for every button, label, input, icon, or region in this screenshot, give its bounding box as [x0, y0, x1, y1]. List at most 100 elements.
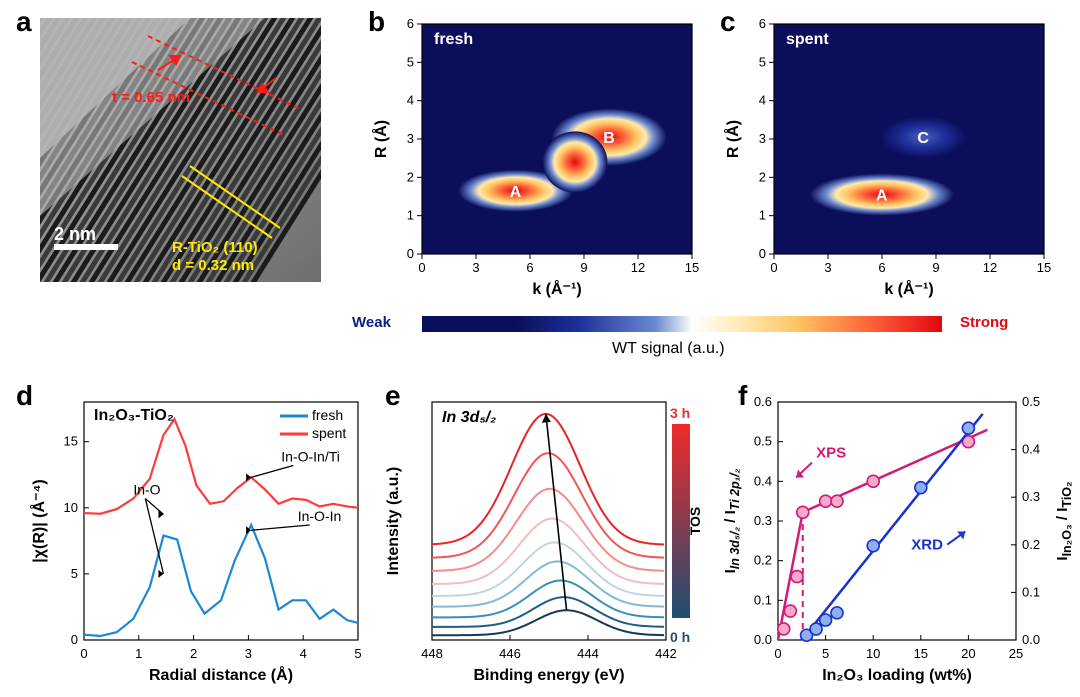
svg-text:20: 20 — [961, 646, 975, 661]
panel-c: AC036912150123456k (Å⁻¹)R (Å)spent — [722, 14, 1052, 304]
svg-text:0.2: 0.2 — [754, 553, 772, 568]
panel-a: t = 0.65 nm R-TiO₂ (110) d = 0.32 nm 2 n… — [40, 18, 321, 282]
svg-text:In-O: In-O — [133, 482, 160, 498]
svg-text:0.3: 0.3 — [1022, 489, 1040, 504]
svg-text:5: 5 — [759, 54, 766, 69]
svg-text:0.2: 0.2 — [1022, 537, 1040, 552]
svg-text:0: 0 — [80, 646, 87, 661]
svg-text:In-O-In/Ti: In-O-In/Ti — [281, 449, 340, 465]
svg-text:A: A — [510, 184, 522, 201]
figure-root: a b c d e f t — [0, 0, 1080, 697]
svg-text:3: 3 — [407, 131, 414, 146]
svg-text:TOS: TOS — [687, 507, 703, 536]
svg-text:0: 0 — [774, 646, 781, 661]
svg-text:0.3: 0.3 — [754, 513, 772, 528]
svg-text:B: B — [603, 130, 615, 147]
svg-text:0.4: 0.4 — [1022, 442, 1040, 457]
svg-text:9: 9 — [580, 260, 587, 275]
svg-text:XPS: XPS — [816, 445, 846, 462]
svg-text:|χ(R)| (Å⁻⁴): |χ(R)| (Å⁻⁴) — [29, 479, 48, 562]
svg-text:9: 9 — [932, 260, 939, 275]
svg-text:0.5: 0.5 — [1022, 394, 1040, 409]
svg-text:25: 25 — [1009, 646, 1023, 661]
svg-text:444: 444 — [577, 646, 599, 661]
svg-text:12: 12 — [631, 260, 645, 275]
panel-a-dspace: d = 0.32 nm — [172, 257, 254, 274]
svg-text:spent: spent — [786, 31, 829, 48]
svg-text:Intensity (a.u.): Intensity (a.u.) — [385, 467, 402, 575]
svg-text:15: 15 — [685, 260, 699, 275]
panel-a-t-label: t = 0.65 nm — [112, 89, 190, 106]
svg-text:Radial distance (Å): Radial distance (Å) — [149, 665, 293, 684]
svg-text:0: 0 — [418, 260, 425, 275]
svg-text:2: 2 — [190, 646, 197, 661]
svg-text:In-O-In: In-O-In — [298, 508, 342, 524]
svg-text:448: 448 — [421, 646, 443, 661]
svg-text:5: 5 — [354, 646, 361, 661]
svg-text:3: 3 — [245, 646, 252, 661]
svg-text:10: 10 — [866, 646, 880, 661]
svg-text:k (Å⁻¹): k (Å⁻¹) — [532, 279, 581, 298]
svg-text:0.6: 0.6 — [754, 394, 772, 409]
panel-e: 448 446 444 442 In 3d₅/₂ 3 h 0 h TOS Binding ene… — [382, 388, 722, 688]
panel-d: 012345051015freshspentIn₂O₃-TiO₂In-OIn-O… — [28, 388, 368, 688]
svg-text:0: 0 — [759, 246, 766, 261]
svg-text:1: 1 — [759, 208, 766, 223]
svg-text:In 3d₅/₂: In 3d₅/₂ — [442, 409, 496, 426]
wt-colorbar: Weak Strong WT signal (a.u.) — [352, 314, 1042, 364]
svg-text:0.5: 0.5 — [754, 434, 772, 449]
panel-a-scalebar: 2 nm — [54, 224, 96, 244]
svg-text:3: 3 — [759, 131, 766, 146]
svg-text:Binding energy (eV): Binding energy (eV) — [473, 667, 624, 684]
svg-text:fresh: fresh — [434, 31, 473, 48]
svg-text:In₂O₃ loading (wt%): In₂O₃ loading (wt%) — [822, 667, 972, 684]
svg-text:4: 4 — [300, 646, 307, 661]
svg-text:R (Å): R (Å) — [371, 120, 390, 158]
svg-text:0.4: 0.4 — [754, 473, 772, 488]
svg-text:446: 446 — [499, 646, 521, 661]
svg-text:4: 4 — [759, 93, 766, 108]
cb-strong: Strong — [960, 314, 1008, 331]
panel-a-plane: R-TiO₂ (110) — [172, 239, 258, 256]
svg-text:6: 6 — [759, 16, 766, 31]
svg-text:0 h: 0 h — [670, 629, 690, 645]
svg-text:5: 5 — [71, 566, 78, 581]
cb-title: WT signal (a.u.) — [612, 340, 725, 358]
svg-text:15: 15 — [64, 434, 78, 449]
panel-f: 05101520250.00.10.20.30.40.50.60.00.10.2… — [722, 388, 1072, 688]
svg-text:1: 1 — [407, 208, 414, 223]
svg-text:fresh: fresh — [312, 407, 343, 423]
label-a: a — [16, 6, 32, 38]
svg-text:spent: spent — [312, 425, 346, 441]
svg-text:5: 5 — [407, 54, 414, 69]
svg-text:6: 6 — [526, 260, 533, 275]
svg-text:0.0: 0.0 — [754, 632, 772, 647]
svg-text:3: 3 — [824, 260, 831, 275]
cb-weak: Weak — [352, 314, 391, 331]
svg-text:2: 2 — [407, 169, 414, 184]
svg-text:0.1: 0.1 — [754, 592, 772, 607]
svg-text:0.1: 0.1 — [1022, 584, 1040, 599]
svg-text:442: 442 — [655, 646, 677, 661]
svg-text:0: 0 — [770, 260, 777, 275]
svg-text:5: 5 — [822, 646, 829, 661]
svg-text:15: 15 — [914, 646, 928, 661]
svg-text:R (Å): R (Å) — [723, 120, 742, 158]
panel-b: AB036912150123456k (Å⁻¹)R (Å)fresh — [370, 14, 700, 304]
svg-text:1: 1 — [135, 646, 142, 661]
svg-text:A: A — [876, 188, 888, 205]
svg-text:3: 3 — [472, 260, 479, 275]
svg-text:12: 12 — [983, 260, 997, 275]
svg-text:0: 0 — [71, 632, 78, 647]
svg-text:C: C — [917, 130, 929, 147]
svg-text:6: 6 — [878, 260, 885, 275]
svg-text:3 h: 3 h — [670, 405, 690, 421]
svg-text:6: 6 — [407, 16, 414, 31]
svg-text:In₂O₃-TiO₂: In₂O₃-TiO₂ — [94, 407, 174, 424]
svg-text:0.0: 0.0 — [1022, 632, 1040, 647]
svg-text:XRD: XRD — [911, 537, 943, 554]
svg-text:0: 0 — [407, 246, 414, 261]
svg-text:2: 2 — [759, 169, 766, 184]
svg-text:15: 15 — [1037, 260, 1051, 275]
svg-text:4: 4 — [407, 93, 414, 108]
